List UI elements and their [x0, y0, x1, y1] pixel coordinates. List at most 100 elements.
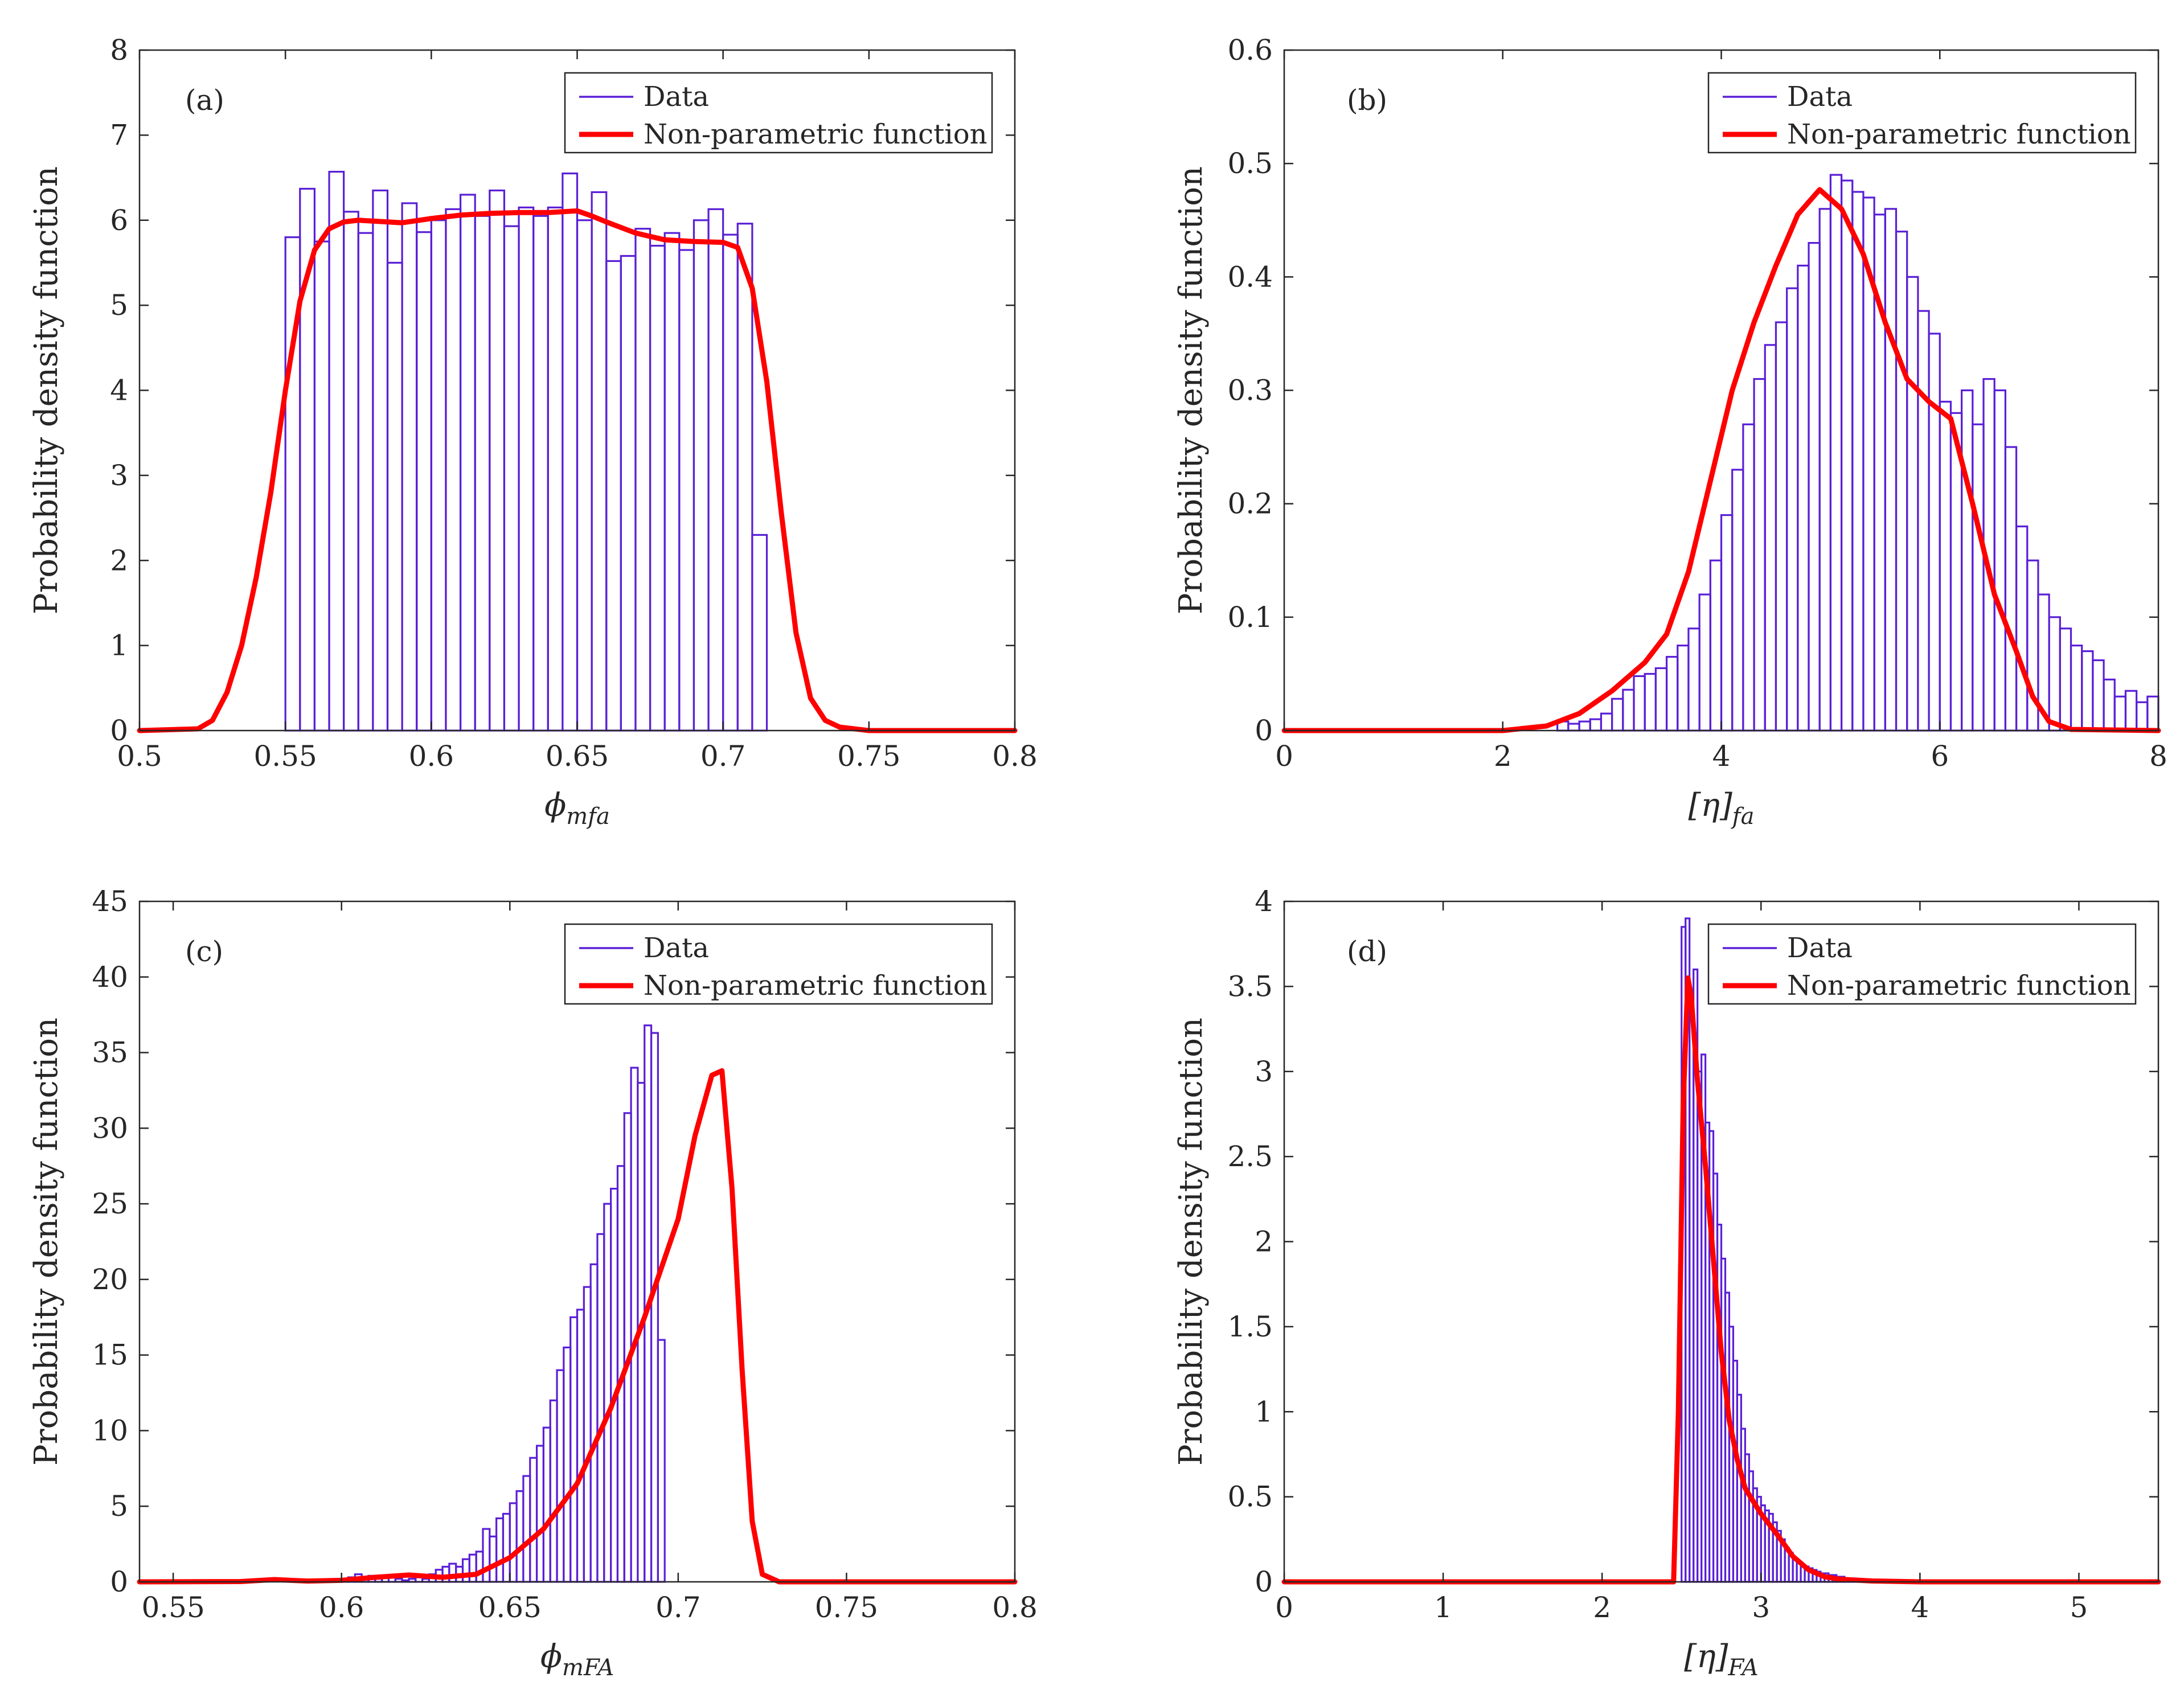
x-tick-label: 5	[2070, 1591, 2088, 1624]
y-tick-label: 8	[110, 34, 128, 67]
y-tick-label: 0	[1255, 714, 1273, 747]
legend-box	[1707, 923, 2137, 1005]
x-tick-label: 8	[2149, 740, 2167, 773]
x-tick-label: 0.6	[319, 1591, 364, 1624]
x-axis-label: ϕmFA	[540, 1638, 614, 1681]
legend-box	[564, 72, 993, 154]
y-tick-label: 4	[110, 374, 128, 407]
y-tick-label: 20	[92, 1263, 128, 1296]
y-tick-label: 1.5	[1227, 1310, 1273, 1343]
x-tick-label: 4	[1911, 1591, 1929, 1624]
y-tick-label: 0.5	[1227, 147, 1273, 180]
x-tick-label: 1	[1434, 1591, 1452, 1624]
legend-label-data: Data	[1787, 81, 1853, 113]
y-tick-label: 25	[92, 1187, 128, 1220]
y-tick-label: 0.4	[1227, 260, 1273, 293]
y-tick-label: 35	[92, 1036, 128, 1069]
y-tick-label: 0.6	[1227, 34, 1273, 67]
legend-label-data: Data	[1787, 932, 1853, 964]
legend-box	[564, 923, 993, 1005]
y-axis-label: Probability density function	[1173, 166, 1210, 614]
y-axis-label: Probability density function	[28, 166, 65, 614]
y-tick-label: 10	[92, 1414, 128, 1447]
x-tick-label: 2	[1494, 740, 1512, 773]
panel-tag: (b)	[1347, 84, 1387, 117]
x-axis-label: [η]fa	[1689, 787, 1755, 830]
x-tick-label: 0.55	[254, 740, 317, 773]
y-tick-label: 15	[92, 1339, 128, 1372]
panel-b: 0 2 4 6 8 0 0.1 0.2 0.3 0.4 0.5 0.6 [η]fa Probability…	[1173, 34, 2167, 830]
y-tick-label: 3.5	[1227, 970, 1273, 1003]
y-tick-label: 45	[92, 885, 128, 918]
legend-box	[1707, 72, 2137, 154]
x-tick-label: 0.75	[815, 1591, 878, 1624]
y-tick-label: 0.5	[1227, 1480, 1273, 1514]
x-tick-label: 0.8	[992, 1591, 1038, 1624]
panel-tag: (d)	[1347, 935, 1387, 968]
y-tick-label: 3	[110, 459, 128, 492]
y-tick-label: 4	[1255, 885, 1273, 918]
x-axis-symbol: ϕ	[540, 1638, 562, 1675]
legend-label-data: Data	[644, 932, 709, 964]
panel-a: 0.5 0.55 0.6 0.65 0.7 0.75 0.8 0 1 2 3 4 5 6 7 8 ϕmfa Pro…	[28, 34, 1038, 830]
kde-curve	[1281, 975, 2161, 1585]
x-axis-subscript: FA	[1728, 1655, 1759, 1681]
y-tick-label: 6	[110, 204, 128, 237]
x-axis-label: [η]FA	[1684, 1638, 1758, 1681]
panel-tag: (a)	[185, 84, 224, 117]
y-tick-label: 1	[110, 629, 128, 662]
x-axis-subscript: mfa	[566, 803, 610, 830]
y-tick-label: 0.3	[1227, 374, 1273, 407]
histogram-bars	[1556, 174, 2160, 732]
x-axis-symbol: [η]	[1684, 1638, 1728, 1675]
y-tick-label: 0	[110, 1565, 128, 1598]
y-tick-label: 2	[1255, 1225, 1273, 1258]
x-tick-label: 0	[1275, 1591, 1293, 1624]
legend-label-curve: Non-parametric function	[1787, 970, 2131, 1002]
x-axis-subscript: fa	[1731, 803, 1755, 830]
legend-label-curve: Non-parametric function	[1787, 118, 2131, 150]
legend-label-data: Data	[644, 81, 709, 113]
y-tick-label: 2	[110, 544, 128, 577]
x-tick-label: 3	[1752, 1591, 1770, 1624]
y-tick-label: 40	[92, 961, 128, 994]
axes-box	[138, 900, 1016, 1583]
x-axis-symbol: ϕ	[544, 787, 566, 824]
y-tick-label: 3	[1255, 1055, 1273, 1088]
y-axis-label: Probability density function	[1173, 1018, 1210, 1466]
y-tick-label: 0.2	[1227, 487, 1273, 520]
y-tick-label: 30	[92, 1112, 128, 1145]
kde-curve	[137, 1068, 1018, 1585]
x-tick-label: 4	[1712, 740, 1731, 773]
panel-tag: (c)	[185, 935, 223, 968]
legend: Data Non-parametric function	[1707, 923, 2137, 1005]
legend: Data Non-parametric function	[564, 72, 993, 154]
y-tick-label: 0.1	[1227, 601, 1273, 634]
x-tick-label: 0.65	[546, 740, 609, 773]
x-tick-label: 0.65	[478, 1591, 542, 1624]
x-tick-label: 0.75	[837, 740, 900, 773]
x-tick-label: 0.7	[655, 1591, 701, 1624]
x-tick-label: 6	[1931, 740, 1949, 773]
panel-d: 0 1 2 3 4 5 0 0.5 1 1.5 2 2.5 3 3.5 4 [η]FA Probability …	[1173, 885, 2161, 1681]
x-tick-label: 0.5	[117, 740, 162, 773]
y-tick-label: 0	[110, 714, 128, 747]
legend: Data Non-parametric function	[1707, 72, 2137, 154]
x-tick-label: 0.55	[141, 1591, 204, 1624]
x-axis-label: ϕmfa	[544, 787, 610, 830]
x-tick-label: 0.8	[992, 740, 1038, 773]
kde-curve	[1281, 187, 2161, 733]
y-tick-label: 2.5	[1227, 1140, 1273, 1173]
x-tick-label: 2	[1593, 1591, 1611, 1624]
y-tick-label: 5	[110, 1490, 128, 1523]
panel-c: 0.55 0.6 0.65 0.7 0.75 0.8 0 5 10 15 20 25 30 35 40 45 ϕ…	[28, 885, 1038, 1681]
y-tick-label: 1	[1255, 1395, 1273, 1428]
legend: Data Non-parametric function	[564, 923, 993, 1005]
y-tick-label: 5	[110, 289, 128, 322]
x-tick-label: 0	[1275, 740, 1293, 773]
y-tick-label: 0	[1255, 1565, 1273, 1598]
y-axis-label: Probability density function	[28, 1018, 65, 1466]
x-tick-label: 0.6	[409, 740, 454, 773]
x-tick-label: 0.7	[700, 740, 746, 773]
